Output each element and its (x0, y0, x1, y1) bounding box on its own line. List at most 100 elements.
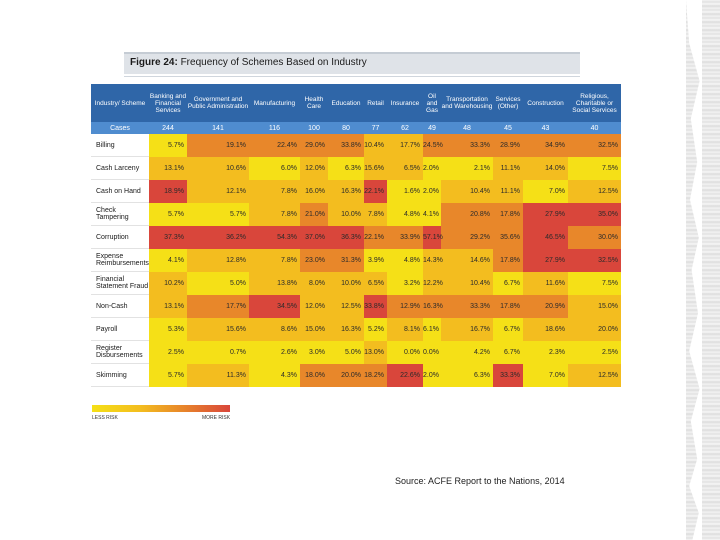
heatmap-cell: 13.1% (149, 156, 187, 180)
heatmap-cell: 8.6% (249, 317, 300, 341)
heatmap-cell: 12.9% (387, 294, 423, 318)
heatmap-cell: 18.0% (300, 363, 328, 387)
heatmap-cell: 15.6% (364, 156, 387, 180)
heatmap-cell: 27.9% (523, 248, 568, 272)
row-label: Check Tampering (91, 202, 149, 226)
heatmap-cell: 4.1% (149, 248, 187, 272)
row-label: Register Disbursements (91, 340, 149, 364)
heatmap-cell: 17.7% (387, 134, 423, 157)
table-row: Financial Statement Fraud 10.2% 5.0% 13.8% 8… (91, 271, 621, 295)
cases-count: 77 (364, 122, 387, 134)
row-label: Skimming (91, 363, 149, 387)
table-row: Corruption 37.3% 36.2% 54.3% 37.0% 36.3% 22.1%… (91, 225, 621, 249)
heatmap-cell: 0.0% (387, 340, 423, 364)
heatmap-cell: 2.1% (441, 156, 493, 180)
cases-count: 141 (187, 122, 249, 134)
heatmap-cell: 10.4% (441, 271, 493, 295)
heatmap-cell: 2.0% (423, 156, 441, 180)
row-label: Corruption (91, 225, 149, 249)
heatmap-cell: 3.0% (300, 340, 328, 364)
table-row: Check Tampering 5.7% 5.7% 7.8% 21.0% 10.0% 7.8… (91, 202, 621, 226)
cases-label: Cases (91, 122, 149, 134)
legend-high-label: MORE RISK (202, 415, 231, 421)
heatmap-cell: 5.7% (187, 202, 249, 226)
column-header: Oil and Gas (423, 84, 441, 122)
heatmap-cell: 4.8% (387, 202, 423, 226)
legend-low-label: LESS RISK (92, 415, 118, 421)
heatmap-cell: 10.6% (187, 156, 249, 180)
heatmap-cell: 10.0% (328, 271, 364, 295)
heatmap-cell: 13.1% (149, 294, 187, 318)
cases-count: 100 (300, 122, 328, 134)
heatmap-cell: 11.1% (493, 179, 523, 203)
heatmap-cell: 33.3% (493, 363, 523, 387)
risk-legend-gradient (92, 405, 230, 412)
heatmap-cell: 20.0% (328, 363, 364, 387)
heatmap-cell: 15.6% (187, 317, 249, 341)
row-label: Billing (91, 134, 149, 157)
table-row: Billing 5.7% 19.1% 22.4% 29.0% 33.8% 10.4% 17.7… (91, 134, 621, 157)
table-row: Payroll 5.3% 15.6% 8.6% 15.0% 16.3% 5.2% 8.1% 6.… (91, 317, 621, 341)
heatmap-cell: 7.8% (249, 248, 300, 272)
heatmap-cell: 33.9% (387, 225, 423, 249)
cases-count: 49 (423, 122, 441, 134)
corner-header: Industry/ Scheme (91, 84, 149, 122)
cases-count: 48 (441, 122, 493, 134)
heatmap-cell: 20.0% (568, 317, 621, 341)
heatmap-cell: 11.6% (523, 271, 568, 295)
heatmap-cell: 12.2% (423, 271, 443, 295)
column-header: Manufacturing (249, 84, 300, 122)
heatmap-cell: 16.7% (441, 317, 493, 341)
heatmap-cell: 11.1% (493, 156, 523, 180)
heatmap-cell: 3.2% (387, 271, 423, 295)
heatmap-cell: 12.8% (187, 248, 249, 272)
header-row: Industry/ Scheme Banking and Financial S… (91, 84, 621, 122)
heatmap-cell: 37.3% (149, 225, 187, 249)
heatmap-cell: 16.0% (300, 179, 328, 203)
heatmap-cell: 13.8% (249, 271, 300, 295)
heatmap-cell: 0.7% (187, 340, 249, 364)
heatmap-cell: 6.5% (364, 271, 387, 295)
heatmap-cell: 6.3% (441, 363, 493, 387)
heatmap-cell: 17.8% (493, 248, 523, 272)
cases-count: 43 (523, 122, 568, 134)
heatmap-cell: 6.5% (387, 156, 423, 180)
heatmap-cell: 2.0% (423, 363, 441, 387)
row-label: Expense Reimbursements (91, 248, 149, 272)
heatmap-cell: 15.0% (568, 294, 621, 318)
heatmap-cell: 12.0% (300, 156, 328, 180)
heatmap-cell: 15.0% (300, 317, 328, 341)
heatmap-cell: 27.9% (523, 202, 568, 226)
heatmap-cell: 13.0% (364, 340, 387, 364)
heatmap-cell: 16.3% (328, 317, 364, 341)
heatmap-cell: 29.0% (300, 134, 328, 157)
heatmap-table-wrapper: Industry/ Scheme Banking and Financial S… (91, 84, 621, 387)
heatmap-cell: 7.5% (568, 156, 621, 180)
heatmap-cell: 12.5% (568, 363, 621, 387)
heatmap-cell: 4.8% (387, 248, 423, 272)
heatmap-cell: 33.3% (441, 294, 493, 318)
heatmap-cell: 6.0% (249, 156, 300, 180)
heatmap-cell: 6.7% (493, 271, 523, 295)
heatmap-cell: 31.3% (328, 248, 364, 272)
figure-rule (124, 76, 580, 77)
heatmap-cell: 4.2% (441, 340, 493, 364)
heatmap-cell: 7.8% (249, 202, 300, 226)
heatmap-cell: 46.5% (523, 225, 568, 249)
heatmap-cell: 6.3% (328, 156, 364, 180)
cases-count: 116 (249, 122, 300, 134)
heatmap-cell: 35.0% (568, 202, 621, 226)
heatmap-cell: 33.3% (441, 134, 493, 157)
heatmap-cell: 35.6% (493, 225, 523, 249)
table-row: Cash on Hand 18.9% 12.1% 7.8% 16.0% 16.3% 22.1… (91, 179, 621, 203)
heatmap-cell: 54.3% (249, 225, 300, 249)
column-header: Government and Public Administration (187, 84, 249, 122)
heatmap-cell: 14.3% (423, 248, 443, 272)
heatmap-cell: 8.1% (387, 317, 423, 341)
heatmap-cell: 2.0% (423, 179, 441, 203)
heatmap-cell: 7.0% (523, 179, 568, 203)
heatmap-cell: 14.6% (441, 248, 493, 272)
column-header: Banking and Financial Services (149, 84, 187, 122)
table-row: Register Disbursements 2.5% 0.7% 2.6% 3.0% 5.… (91, 340, 621, 364)
heatmap-cell: 5.2% (364, 317, 387, 341)
